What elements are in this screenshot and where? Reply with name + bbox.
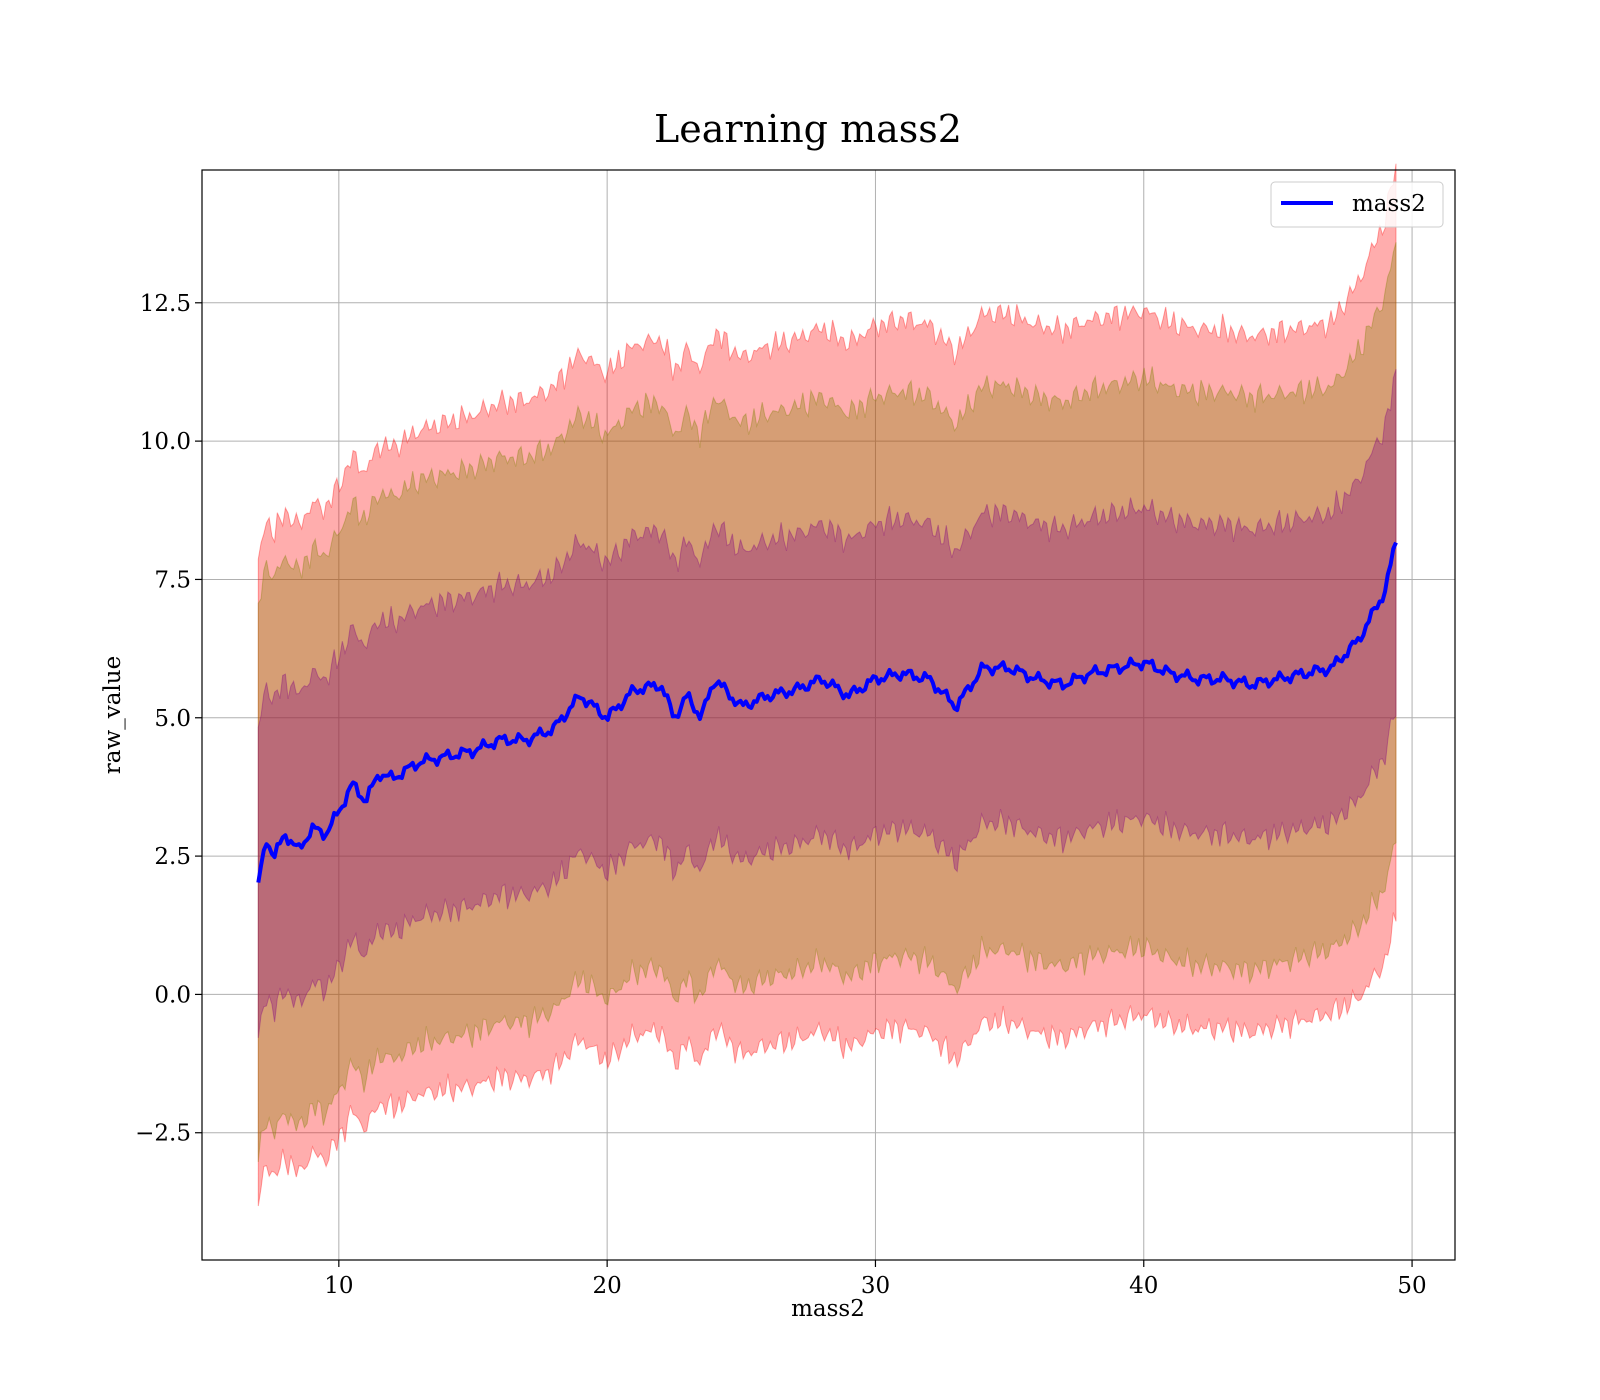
legend: mass2 — [1270, 181, 1444, 228]
series-line-mass2 — [256, 541, 1398, 883]
y-tick-label-3: 5.0 — [154, 706, 191, 732]
y-tick-label-1: 0.0 — [154, 982, 191, 1008]
series-lines — [256, 541, 1398, 883]
x-tick-label-4: 50 — [1397, 1273, 1426, 1299]
y-tick-label-2: 2.5 — [154, 844, 191, 870]
x-axis-ticks: 10 20 30 40 50 — [324, 1260, 1427, 1299]
x-tick-label-0: 10 — [324, 1273, 353, 1299]
y-tick-label-6: 12.5 — [140, 291, 191, 317]
x-tick-label-3: 40 — [1129, 1273, 1158, 1299]
grid — [202, 170, 1455, 1260]
y-tick-label-0: −2.5 — [135, 1121, 191, 1147]
x-axis-label: mass2 — [791, 1296, 865, 1322]
y-axis-label: raw_value — [100, 656, 126, 774]
legend-entry-mass2: mass2 — [1352, 191, 1426, 217]
y-tick-label-5: 10.0 — [140, 429, 191, 455]
y-axis-ticks: −2.5 0.0 2.5 5.0 7.5 10.0 12.5 — [135, 291, 202, 1147]
band-1-sigma — [257, 368, 1397, 1038]
x-tick-label-1: 20 — [593, 1273, 622, 1299]
x-tick-label-2: 30 — [861, 1273, 890, 1299]
plot-frame — [201, 169, 1456, 1261]
legend-box — [1270, 181, 1444, 228]
y-tick-label-4: 7.5 — [154, 567, 191, 593]
band-2-sigma — [257, 242, 1397, 1162]
chart-title: Learning mass2 — [654, 107, 962, 151]
